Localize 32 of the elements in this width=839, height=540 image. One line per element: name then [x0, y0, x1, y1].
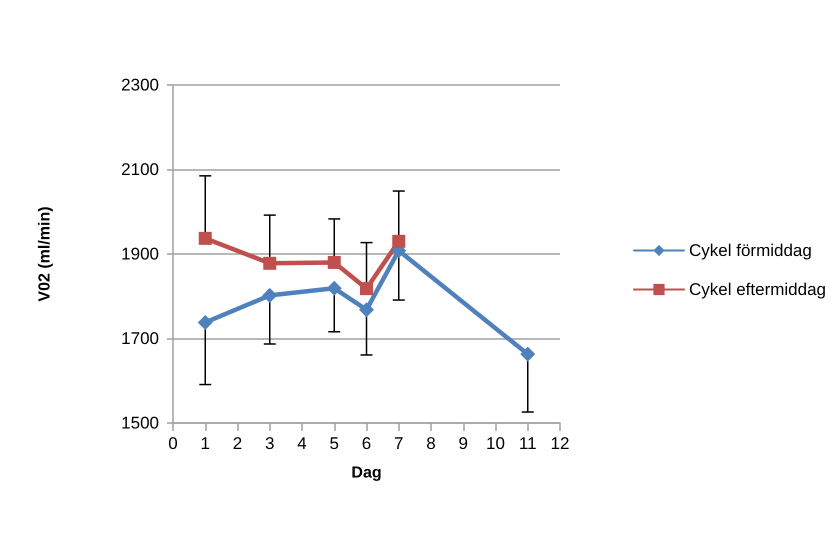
x-axis-title: Dag [351, 464, 382, 482]
legend-label: Cykel eftermiddag [688, 280, 826, 299]
point [360, 282, 373, 296]
x-tick-label: 8 [426, 434, 436, 453]
point [326, 280, 342, 296]
y-axis-title: V02 (ml/min) [36, 206, 54, 302]
y-tick-label: 1900 [121, 244, 159, 264]
point [359, 302, 374, 318]
y-tick-label: 2100 [121, 160, 159, 179]
point [198, 232, 212, 245]
x-tick-label: 2 [232, 434, 242, 453]
point [392, 234, 406, 248]
x-tick-label: 9 [458, 434, 468, 453]
point [520, 346, 536, 362]
x-tick-label: 10 [486, 434, 505, 453]
x-tick-label: 11 [518, 434, 537, 453]
point [198, 314, 213, 330]
x-tick-label: 1 [200, 434, 210, 453]
point [263, 256, 276, 270]
legend-label: Cykel förmiddag [688, 241, 812, 260]
point [262, 288, 278, 303]
y-tick-label: 1500 [121, 414, 159, 432]
y-tick-label: 1700 [121, 329, 159, 348]
x-tick-label: 4 [297, 434, 307, 453]
x-tick-label: 3 [265, 434, 274, 453]
x-tick-label: 12 [550, 434, 570, 453]
x-tick-label: 6 [362, 434, 372, 453]
x-tick-label: 7 [394, 434, 404, 453]
y-tick-label: 2300 [121, 76, 159, 94]
x-tick-label: 0 [168, 434, 178, 453]
x-tick-label: 5 [330, 434, 339, 453]
point [328, 256, 341, 269]
